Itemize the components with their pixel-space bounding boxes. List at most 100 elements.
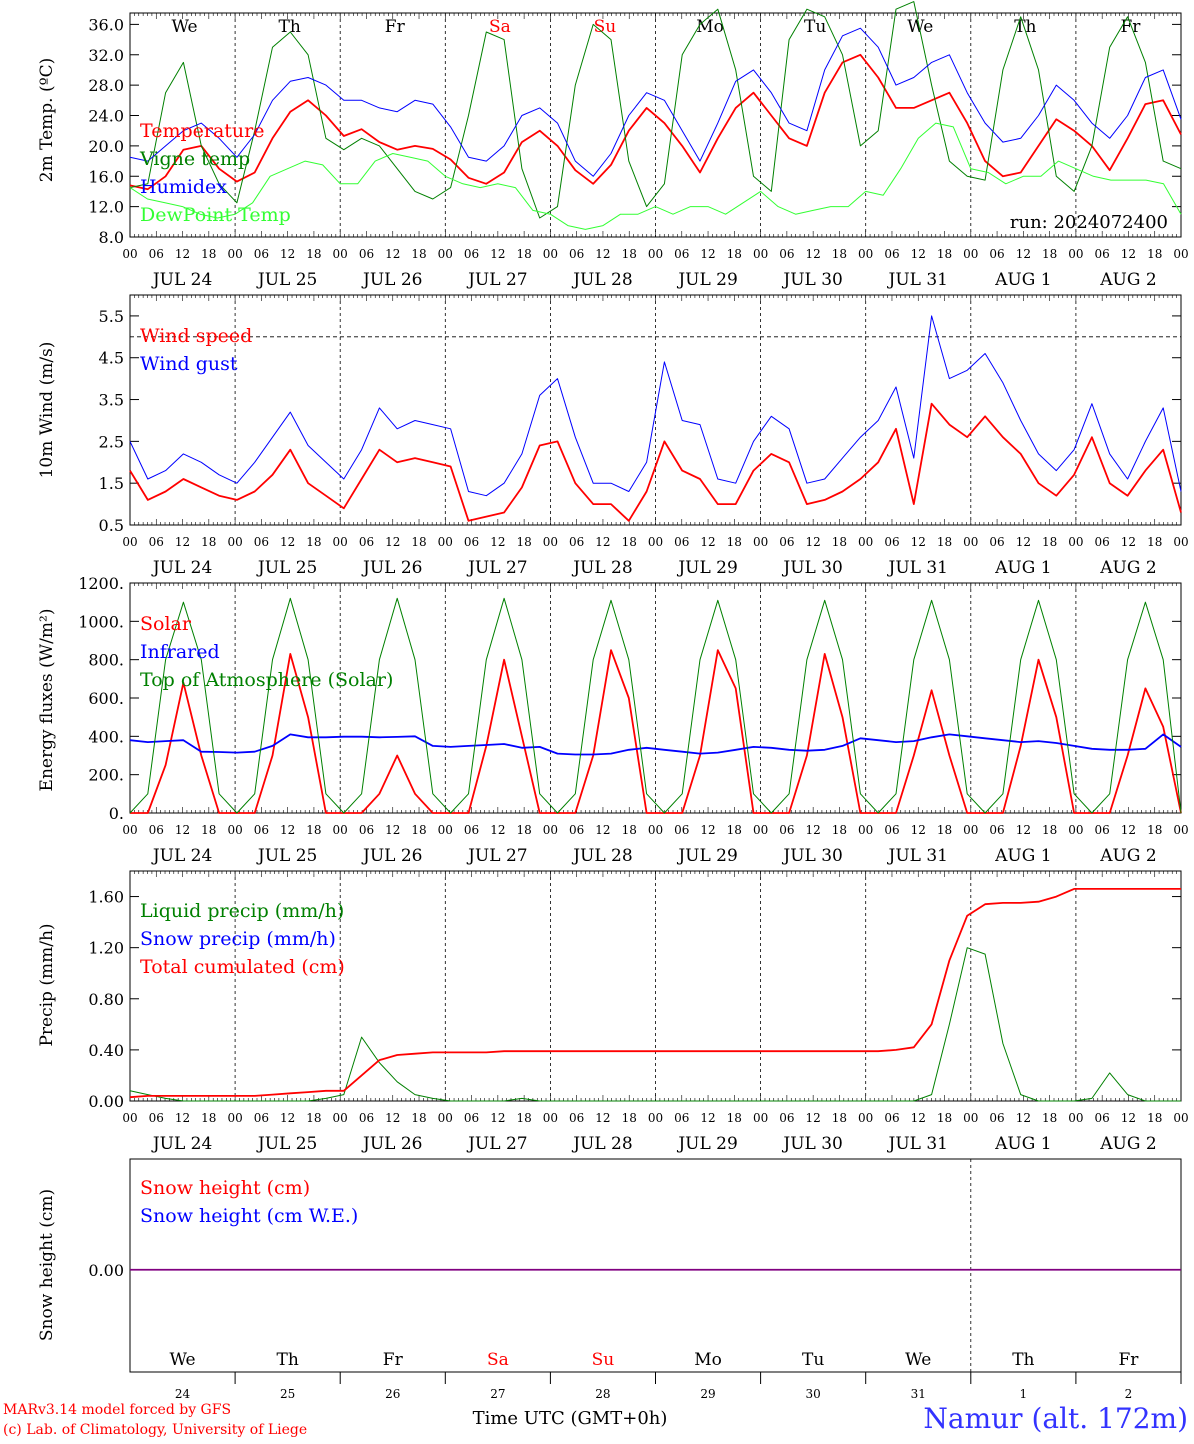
x-hour-label: 18 <box>727 1111 742 1125</box>
weekday-label: We <box>905 1350 931 1370</box>
x-hour-label: 00 <box>227 1111 242 1125</box>
bottom-day-number: 31 <box>911 1387 926 1401</box>
x-day-label: JUL 24 <box>151 270 212 290</box>
weekday-label: We <box>907 17 933 37</box>
x-hour-label: 00 <box>753 1111 768 1125</box>
y-tick-label: 1200. <box>78 574 124 593</box>
x-hour-label: 00 <box>1173 247 1188 261</box>
x-hour-label: 18 <box>1147 247 1162 261</box>
x-hour-label: 00 <box>543 247 558 261</box>
y-axis-title: Energy fluxes (W/m²) <box>37 609 57 792</box>
x-hour-label: 12 <box>911 535 926 549</box>
x-day-label: AUG 1 <box>994 558 1051 578</box>
x-hour-label: 00 <box>227 247 242 261</box>
legend-entry: Snow height (cm) <box>140 1177 310 1199</box>
x-hour-label: 00 <box>648 823 663 837</box>
x-hour-label: 00 <box>543 823 558 837</box>
x-hour-label: 18 <box>832 823 847 837</box>
x-hour-label: 00 <box>543 535 558 549</box>
x-day-label: AUG 2 <box>1099 558 1156 578</box>
x-hour-label: 00 <box>858 247 873 261</box>
x-hour-label: 12 <box>385 247 400 261</box>
y-tick-label: 0.40 <box>88 1041 124 1060</box>
x-hour-label: 18 <box>937 1111 952 1125</box>
x-hour-label: 18 <box>832 535 847 549</box>
x-hour-label: 00 <box>1173 1111 1188 1125</box>
bottom-day-number: 30 <box>806 1387 821 1401</box>
weekday-label: Th <box>277 1350 299 1370</box>
x-hour-label: 06 <box>989 247 1004 261</box>
legend-entry: Snow precip (mm/h) <box>140 928 336 950</box>
x-hour-label: 12 <box>280 535 295 549</box>
x-hour-label: 12 <box>175 535 190 549</box>
x-hour-label: 18 <box>516 247 531 261</box>
x-hour-label: 12 <box>700 247 715 261</box>
x-hour-label: 12 <box>280 247 295 261</box>
x-hour-label: 18 <box>306 1111 321 1125</box>
y-tick-label: 4.5 <box>99 349 124 368</box>
y-tick-label: 5.5 <box>99 307 124 326</box>
weekday-label: Sa <box>487 1350 509 1370</box>
x-day-label: JUL 25 <box>256 270 317 290</box>
x-day-label: AUG 2 <box>1099 846 1156 866</box>
x-hour-label: 00 <box>438 247 453 261</box>
x-hour-label: 06 <box>149 823 164 837</box>
x-hour-label: 00 <box>438 535 453 549</box>
legend-entry: Vigne temp <box>139 148 250 170</box>
x-hour-label: 18 <box>306 823 321 837</box>
x-hour-label: 12 <box>1016 247 1031 261</box>
y-tick-label: 1000. <box>78 612 124 631</box>
x-hour-label: 00 <box>858 823 873 837</box>
x-hour-label: 06 <box>884 1111 899 1125</box>
y-tick-label: 24.0 <box>88 107 124 126</box>
x-hour-label: 06 <box>674 247 689 261</box>
x-hour-label: 18 <box>937 535 952 549</box>
y-tick-label: 400. <box>88 727 124 746</box>
x-hour-label: 00 <box>543 1111 558 1125</box>
y-tick-label: 1.60 <box>88 888 124 907</box>
y-tick-label: 0.00 <box>88 1261 124 1280</box>
weekday-label: Fr <box>1118 1350 1139 1370</box>
y-axis-title: Snow height (cm) <box>37 1189 57 1341</box>
run-label: run: 2024072400 <box>1010 212 1168 233</box>
x-hour-label: 00 <box>333 247 348 261</box>
x-hour-label: 12 <box>175 823 190 837</box>
x-hour-label: 06 <box>884 823 899 837</box>
x-hour-label: 00 <box>1173 823 1188 837</box>
x-day-label: JUL 28 <box>571 270 632 290</box>
x-hour-label: 06 <box>674 535 689 549</box>
x-hour-label: 18 <box>516 823 531 837</box>
legend-entry: Humidex <box>140 176 227 198</box>
x-hour-label: 00 <box>963 823 978 837</box>
panel-5: 0.00 Snow height (cm) We Th Fr Sa Su Mo Tu We Th Fr… <box>37 1158 1182 1373</box>
weekday-label: We <box>171 17 197 37</box>
x-hour-label: 06 <box>464 823 479 837</box>
weekday-label: Th <box>1012 1350 1034 1370</box>
x-day-label: AUG 2 <box>1099 270 1156 290</box>
legend-entry: Top of Atmosphere (Solar) <box>140 669 393 691</box>
x-hour-label: 12 <box>806 535 821 549</box>
x-hour-label: 12 <box>595 1111 610 1125</box>
x-hour-label: 18 <box>832 247 847 261</box>
bottom-day-number: 27 <box>490 1387 505 1401</box>
y-tick-label: 200. <box>88 766 124 785</box>
x-hour-label: 18 <box>411 535 426 549</box>
y-tick-label: 800. <box>88 651 124 670</box>
x-hour-label: 12 <box>490 535 505 549</box>
x-hour-label: 18 <box>832 1111 847 1125</box>
x-day-label: JUL 28 <box>571 846 632 866</box>
x-day-label: JUL 26 <box>361 1134 422 1154</box>
x-hour-label: 12 <box>806 247 821 261</box>
credit-line-2: (c) Lab. of Climatology, University of L… <box>3 1422 307 1438</box>
x-hour-label: 00 <box>333 1111 348 1125</box>
x-hour-label: 12 <box>806 1111 821 1125</box>
x-day-label: JUL 29 <box>676 846 737 866</box>
x-hour-label: 00 <box>1068 535 1083 549</box>
panel-3: 0. 200. 400. 600. 800. 1000. 1200. Energy fluxe… <box>37 574 1189 866</box>
series-vigne-temp <box>129 1 1182 219</box>
legend-entry: Total cumulated (cm) <box>140 956 345 978</box>
x-hour-label: 18 <box>411 247 426 261</box>
station-label: Namur (alt. 172m) <box>923 1402 1188 1435</box>
